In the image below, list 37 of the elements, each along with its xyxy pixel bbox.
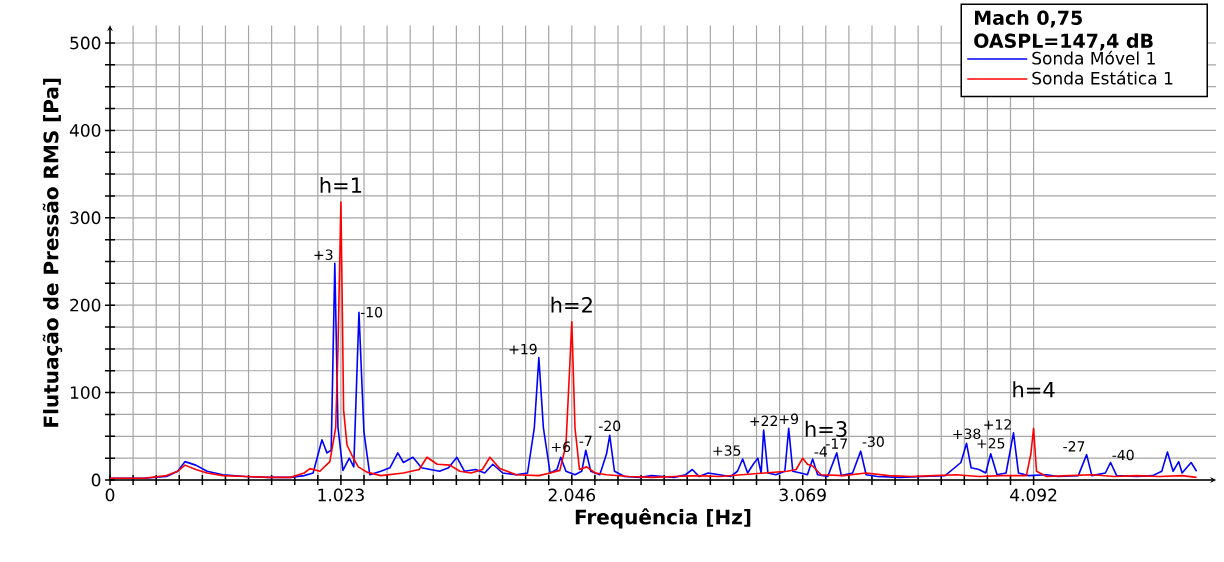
line-series xyxy=(109,201,1198,480)
annotation: -17 xyxy=(826,438,848,449)
annotation: +25 xyxy=(977,437,1005,449)
annotation: h=1 xyxy=(320,176,362,193)
x-tick-label: 4.092 xyxy=(1010,488,1057,502)
annotation: -27 xyxy=(1063,441,1085,452)
legend-title: Mach 0,75 OASPL=147,4 dB xyxy=(974,10,1153,51)
annotation: h=2 xyxy=(551,296,592,313)
annotation: -10 xyxy=(360,306,383,318)
annotation: h=4 xyxy=(1013,381,1055,398)
y-tick-label: 200 xyxy=(70,298,101,312)
legend-label: Sonda Estática 1 xyxy=(1032,70,1173,85)
annotation: +22 xyxy=(750,415,778,426)
legend-label: Sonda Móvel 1 xyxy=(1032,50,1155,65)
x-tick-label: 3.069 xyxy=(779,488,826,502)
y-tick-label: 400 xyxy=(69,123,101,137)
annotation: -30 xyxy=(862,436,884,447)
annotation: h=3 xyxy=(805,420,847,437)
x-axis-title: Frequência [Hz] xyxy=(575,508,751,529)
annotation: +9 xyxy=(779,413,799,425)
y-tick-label: 500 xyxy=(70,36,101,50)
x-tick-label: 0 xyxy=(105,488,115,502)
annotation: +38 xyxy=(953,428,981,440)
y-tick-label: 300 xyxy=(70,211,101,225)
annotation: +3 xyxy=(314,249,333,261)
annotation: +19 xyxy=(509,343,537,355)
x-tick-label: 1.023 xyxy=(318,488,364,502)
y-tick-label: 100 xyxy=(70,386,101,400)
annotation: -40 xyxy=(1112,449,1134,461)
y-axis-title: Flutuação de Pressão RMS [Pa] xyxy=(42,78,63,427)
annotation: +12 xyxy=(984,419,1011,430)
annotation: -20 xyxy=(598,420,621,432)
annotation: -4 xyxy=(814,446,828,457)
x-tick-label: 2.046 xyxy=(548,488,596,502)
y-tick-label: 0 xyxy=(91,473,101,487)
annotation: +35 xyxy=(713,445,741,456)
annotation: -7 xyxy=(579,435,592,447)
